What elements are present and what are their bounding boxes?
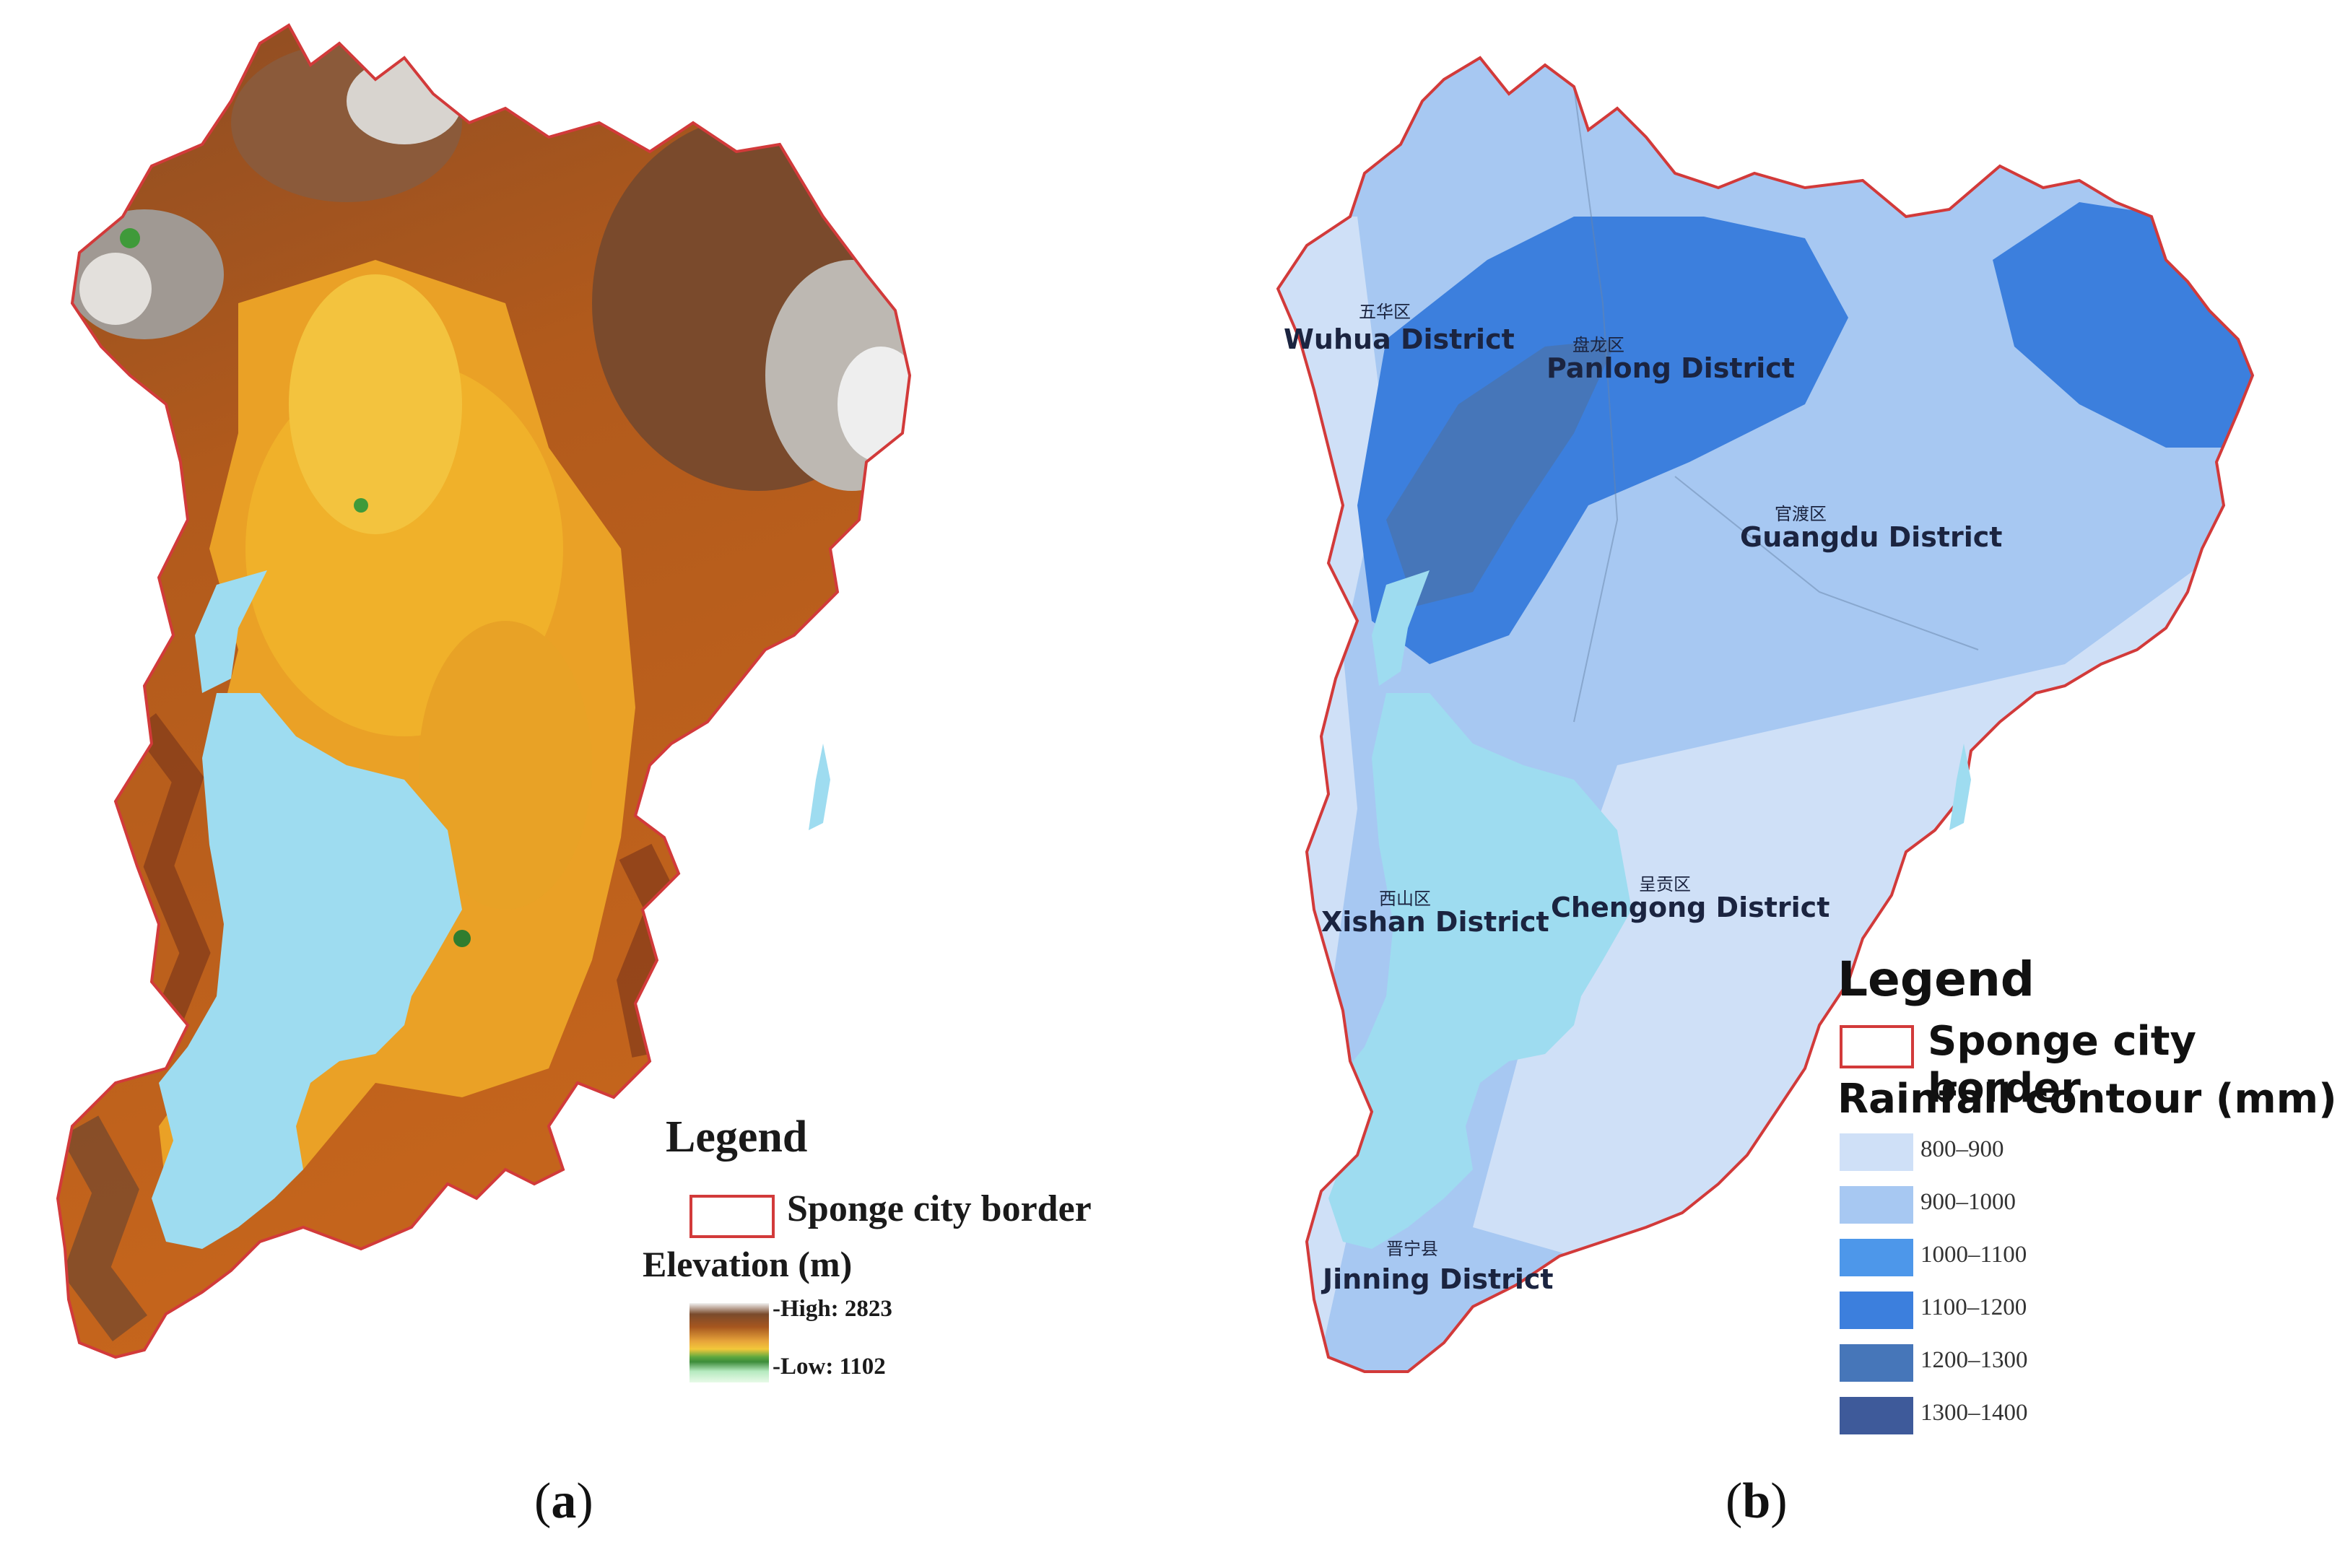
rainfall-class-swatch xyxy=(1840,1397,1913,1434)
rainfall-class-label: 800–900 xyxy=(1920,1136,2004,1162)
district-label: Wuhua District xyxy=(1284,323,1515,355)
panel-a-elevation-map: Legend Sponge city border Elevation (m) … xyxy=(0,0,1170,1568)
caption-a: (a) xyxy=(534,1473,593,1529)
panel-b-rainfall-map: 五华区 Wuhua District 盘龙区 Panlong District … xyxy=(1170,0,2345,1568)
district-label: Panlong District xyxy=(1546,352,1795,384)
district-label: Guangdu District xyxy=(1740,521,2003,553)
rainfall-class-swatch xyxy=(1840,1133,1913,1171)
rainfall-class-label: 1300–1400 xyxy=(1920,1400,2028,1426)
outlying-lake-b xyxy=(1949,744,1971,830)
elevation-color-ramp xyxy=(689,1303,769,1382)
rainfall-raster xyxy=(1278,58,2253,1372)
district-cn-label: 晋宁县 xyxy=(1386,1239,1438,1259)
caption-a-letter: a xyxy=(551,1473,577,1529)
rainfall-class-swatch xyxy=(1840,1344,1913,1382)
elevation-low-label: -Low: 1102 xyxy=(773,1354,886,1380)
district-cn-label: 西山区 xyxy=(1379,889,1431,909)
sponge-border-label: Sponge city border xyxy=(787,1188,1092,1229)
district-cn-label: 五华区 xyxy=(1359,302,1411,322)
elevation-map-canvas xyxy=(56,24,911,1359)
outlying-lake-a xyxy=(809,744,830,830)
district-cn-label: 官渡区 xyxy=(1775,504,1827,524)
rainfall-class-swatch xyxy=(1840,1292,1913,1329)
rainfall-class-label: 900–1000 xyxy=(1920,1189,2016,1215)
rainfall-class-label: 1000–1100 xyxy=(1920,1242,2027,1268)
rainfall-class-label: 1100–1200 xyxy=(1920,1294,2027,1320)
rainfall-map-canvas xyxy=(1276,56,2254,1373)
rainfall-class-label: 1200–1300 xyxy=(1920,1347,2028,1373)
sponge-border-swatch xyxy=(689,1195,775,1238)
district-label: Xishan District xyxy=(1321,906,1549,938)
district-label: Chengong District xyxy=(1551,892,1830,923)
elevation-title: Elevation (m) xyxy=(643,1244,853,1284)
caption-b: (b) xyxy=(1726,1473,1788,1529)
district-cn-label: 盘龙区 xyxy=(1572,335,1624,355)
caption-b-letter: b xyxy=(1742,1473,1771,1529)
sponge-border-label: Sponge city border xyxy=(1928,1018,2196,1112)
sponge-border-swatch xyxy=(1840,1025,1914,1068)
rainfall-title: Rainfall contour (mm) xyxy=(1837,1076,2337,1123)
district-cn-label: 呈贡区 xyxy=(1639,874,1691,894)
legend-title: Legend xyxy=(1837,951,2035,1007)
elevation-high-label: -High: 2823 xyxy=(773,1296,892,1322)
rainfall-class-swatch xyxy=(1840,1239,1913,1276)
rainfall-class-swatch xyxy=(1840,1186,1913,1224)
district-label: Jinning District xyxy=(1323,1263,1554,1295)
legend-title: Legend xyxy=(666,1112,808,1162)
